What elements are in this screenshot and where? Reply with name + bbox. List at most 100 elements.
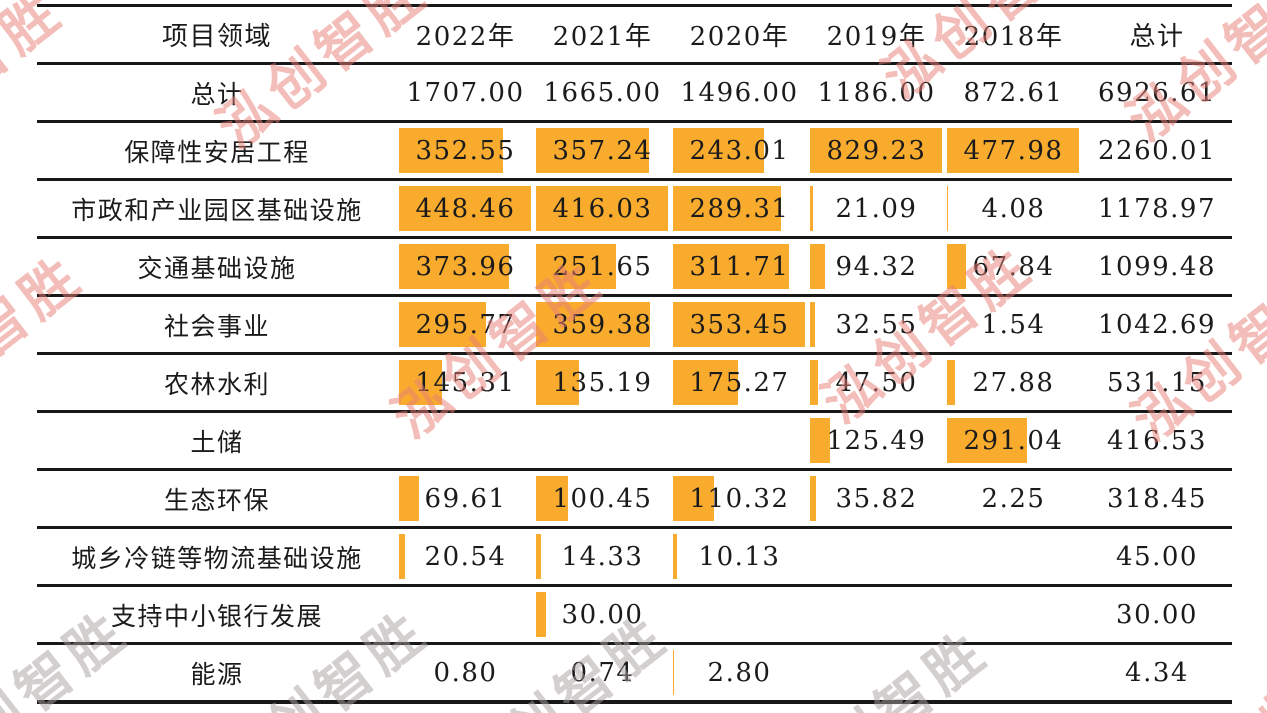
cell-value: 251.65: [552, 251, 653, 282]
data-bar: [399, 244, 509, 289]
year-value-cell: 94.32: [808, 239, 945, 294]
row-label-cell: 交通基础设施: [37, 239, 397, 294]
cell-value: 1496.00: [680, 77, 799, 108]
cell-value: 289.31: [689, 193, 790, 224]
year-value-cell: [397, 413, 534, 468]
data-bar: [810, 302, 815, 347]
cell-value: 318.45: [1107, 483, 1207, 514]
column-header-0: 项目领域: [37, 7, 397, 62]
year-value-cell: [945, 587, 1082, 642]
cell-value: 10.13: [698, 541, 781, 572]
data-bar: [947, 128, 1079, 173]
cell-value: 14.33: [561, 541, 644, 572]
row-label-cell: 支持中小银行发展: [37, 587, 397, 642]
cell-value: 829.23: [826, 135, 927, 166]
cell-value: 6926.61: [1097, 77, 1217, 108]
table-row: 保障性安居工程 352.55 357.24 243.01 829.23 477.98 226…: [37, 123, 1232, 181]
year-value-cell: [945, 645, 1082, 700]
total-value-cell: 1042.69: [1082, 297, 1232, 352]
table-row: 市政和产业园区基础设施 448.46 416.03 289.31 21.09 4.08 11…: [37, 181, 1232, 239]
row-label: 社会事业: [163, 311, 270, 341]
total-value-cell: 531.15: [1082, 355, 1232, 410]
data-bar: [673, 244, 789, 289]
data-bar: [399, 360, 442, 405]
year-value-cell: 100.45: [534, 471, 671, 526]
total-value-cell: 4.34: [1082, 645, 1232, 700]
year-value-cell: 2.80: [671, 645, 808, 700]
year-value-cell: 0.74: [534, 645, 671, 700]
data-bar: [673, 302, 805, 347]
cell-value: 359.38: [552, 309, 653, 340]
year-value-cell: 1665.00: [534, 65, 671, 120]
column-header-1: 2022年: [397, 7, 534, 62]
year-value-cell: 69.61: [397, 471, 534, 526]
data-bar: [536, 128, 649, 173]
cell-value: 125.49: [826, 425, 927, 456]
year-value-cell: 416.03: [534, 181, 671, 236]
year-value-cell: 4.08: [945, 181, 1082, 236]
data-bar: [399, 476, 419, 521]
year-value-cell: 67.84: [945, 239, 1082, 294]
cell-value: 1042.69: [1097, 309, 1217, 340]
data-bar: [399, 302, 486, 347]
data-bar: [536, 244, 616, 289]
table-row: 交通基础设施 373.96 251.65 311.71 94.32 67.84 1099.4…: [37, 239, 1232, 297]
cell-value: 291.04: [963, 425, 1064, 456]
column-header-label: 总计: [1129, 22, 1185, 52]
cell-value: 448.46: [415, 193, 516, 224]
column-header-5: 2018年: [945, 7, 1082, 62]
total-value-cell: 2260.01: [1082, 123, 1232, 178]
data-bar: [399, 534, 405, 579]
year-value-cell: [945, 529, 1082, 584]
cell-value: 30.00: [561, 599, 644, 630]
row-label: 支持中小银行发展: [110, 601, 323, 631]
data-bar: [536, 302, 650, 347]
year-value-cell: [397, 587, 534, 642]
row-label: 保障性安居工程: [124, 137, 310, 167]
column-header-4: 2019年: [808, 7, 945, 62]
row-label-cell: 总计: [37, 65, 397, 120]
data-bar: [399, 186, 531, 231]
cell-value: 416.53: [1107, 425, 1207, 456]
data-bar: [810, 476, 816, 521]
year-value-cell: 30.00: [534, 587, 671, 642]
total-value-cell: 1099.48: [1082, 239, 1232, 294]
year-value-cell: 47.50: [808, 355, 945, 410]
column-header-3: 2020年: [671, 7, 808, 62]
table-header-row: 项目领域 2022年 2021年 2020年 2019年 2018年 总计: [37, 7, 1232, 65]
year-value-cell: 20.54: [397, 529, 534, 584]
row-label: 农林水利: [163, 369, 270, 399]
data-bar: [810, 186, 813, 231]
data-bar: [673, 360, 738, 405]
total-value-cell: 318.45: [1082, 471, 1232, 526]
row-label-cell: 社会事业: [37, 297, 397, 352]
year-value-cell: 2.25: [945, 471, 1082, 526]
year-value-cell: [808, 645, 945, 700]
cell-value: 2.80: [707, 657, 772, 688]
year-value-cell: 289.31: [671, 181, 808, 236]
row-label-cell: 能源: [37, 645, 397, 700]
row-label-cell: 市政和产业园区基础设施: [37, 181, 397, 236]
column-header-label: 2020年: [689, 22, 790, 52]
total-value-cell: 30.00: [1082, 587, 1232, 642]
cell-value: 1099.48: [1097, 251, 1217, 282]
row-label: 市政和产业园区基础设施: [71, 195, 363, 225]
cell-value: 311.71: [689, 251, 790, 282]
row-label-cell: 保障性安居工程: [37, 123, 397, 178]
cell-value: 32.55: [835, 309, 918, 340]
year-value-cell: 27.88: [945, 355, 1082, 410]
data-bar: [399, 128, 503, 173]
cell-value: 1178.97: [1097, 193, 1217, 224]
column-header-label: 2022年: [415, 22, 516, 52]
cell-value: 477.98: [963, 135, 1064, 166]
row-label: 土储: [190, 427, 244, 457]
cell-value: 110.32: [689, 483, 790, 514]
cell-value: 21.09: [835, 193, 918, 224]
year-value-cell: 35.82: [808, 471, 945, 526]
cell-value: 135.19: [552, 367, 653, 398]
data-bar: [673, 128, 764, 173]
year-value-cell: 251.65: [534, 239, 671, 294]
year-value-cell: 21.09: [808, 181, 945, 236]
cell-value: 94.32: [835, 251, 918, 282]
